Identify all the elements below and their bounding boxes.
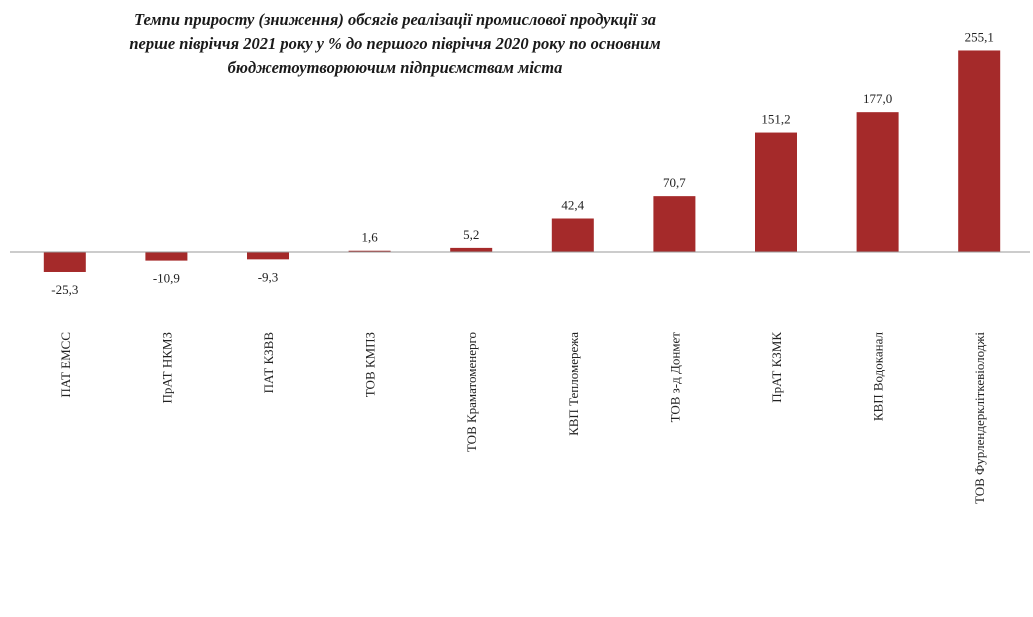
value-labels-layer: -25,3 -10,9 -9,3 1,6 5,2 42,4 70,7 151,2 177,0 25… [51, 29, 994, 297]
category-label-2: ПрАТ НКМЗ [159, 332, 174, 403]
bar-8 [755, 132, 797, 252]
bar-6 [551, 218, 594, 252]
value-label-5: 5,2 [463, 227, 479, 242]
bar-4 [348, 250, 391, 253]
value-label-4: 1,6 [361, 230, 378, 245]
value-label-10: 255,1 [965, 29, 994, 44]
bar-10 [958, 50, 1001, 252]
category-label-6: КВП Тепломережа [566, 332, 581, 436]
value-label-3: -9,3 [258, 269, 279, 284]
value-label-8: 151,2 [761, 112, 790, 127]
category-label-1: ПАТ ЕМСС [58, 332, 73, 398]
value-label-6: 42,4 [561, 198, 584, 213]
category-label-5: ТОВ Краматоменерго [464, 332, 479, 452]
value-label-1: -25,3 [51, 282, 78, 297]
chart-title: Темпи приросту (зниження) обсягів реаліз… [0, 8, 790, 80]
bar-3 [247, 252, 289, 260]
category-label-8: ПрАТ КЗМК [769, 332, 784, 403]
category-labels-layer: ПАТ ЕМСС ПрАТ НКМЗ ПАТ КЗВВ ТОВ КМПЗ ТОВ Кра… [58, 331, 987, 504]
category-label-3: ПАТ КЗВВ [261, 332, 276, 394]
chart-title-line-2: перше півріччя 2021 року у % до першого … [129, 34, 661, 53]
bar-7 [653, 196, 696, 252]
bar-5 [450, 247, 493, 252]
chart-title-line-1: Темпи приросту (зниження) обсягів реаліз… [133, 10, 657, 29]
category-label-7: ТОВ з-д Донмет [667, 332, 682, 423]
value-label-7: 70,7 [663, 175, 686, 190]
chart-title-line-3: бюджетоутворюючим підприємствам міста [227, 58, 563, 77]
bars-layer [43, 50, 1001, 272]
category-label-9: КВП Водоканал [871, 331, 886, 421]
value-label-9: 177,0 [863, 91, 892, 106]
bar-1 [43, 252, 86, 272]
category-label-4: ТОВ КМПЗ [363, 332, 378, 397]
bar-2 [145, 252, 188, 261]
bar-9 [856, 112, 899, 252]
category-label-10: ТОВ Фурлендеркліткевіолоджі [972, 332, 987, 504]
value-label-2: -10,9 [153, 271, 180, 286]
